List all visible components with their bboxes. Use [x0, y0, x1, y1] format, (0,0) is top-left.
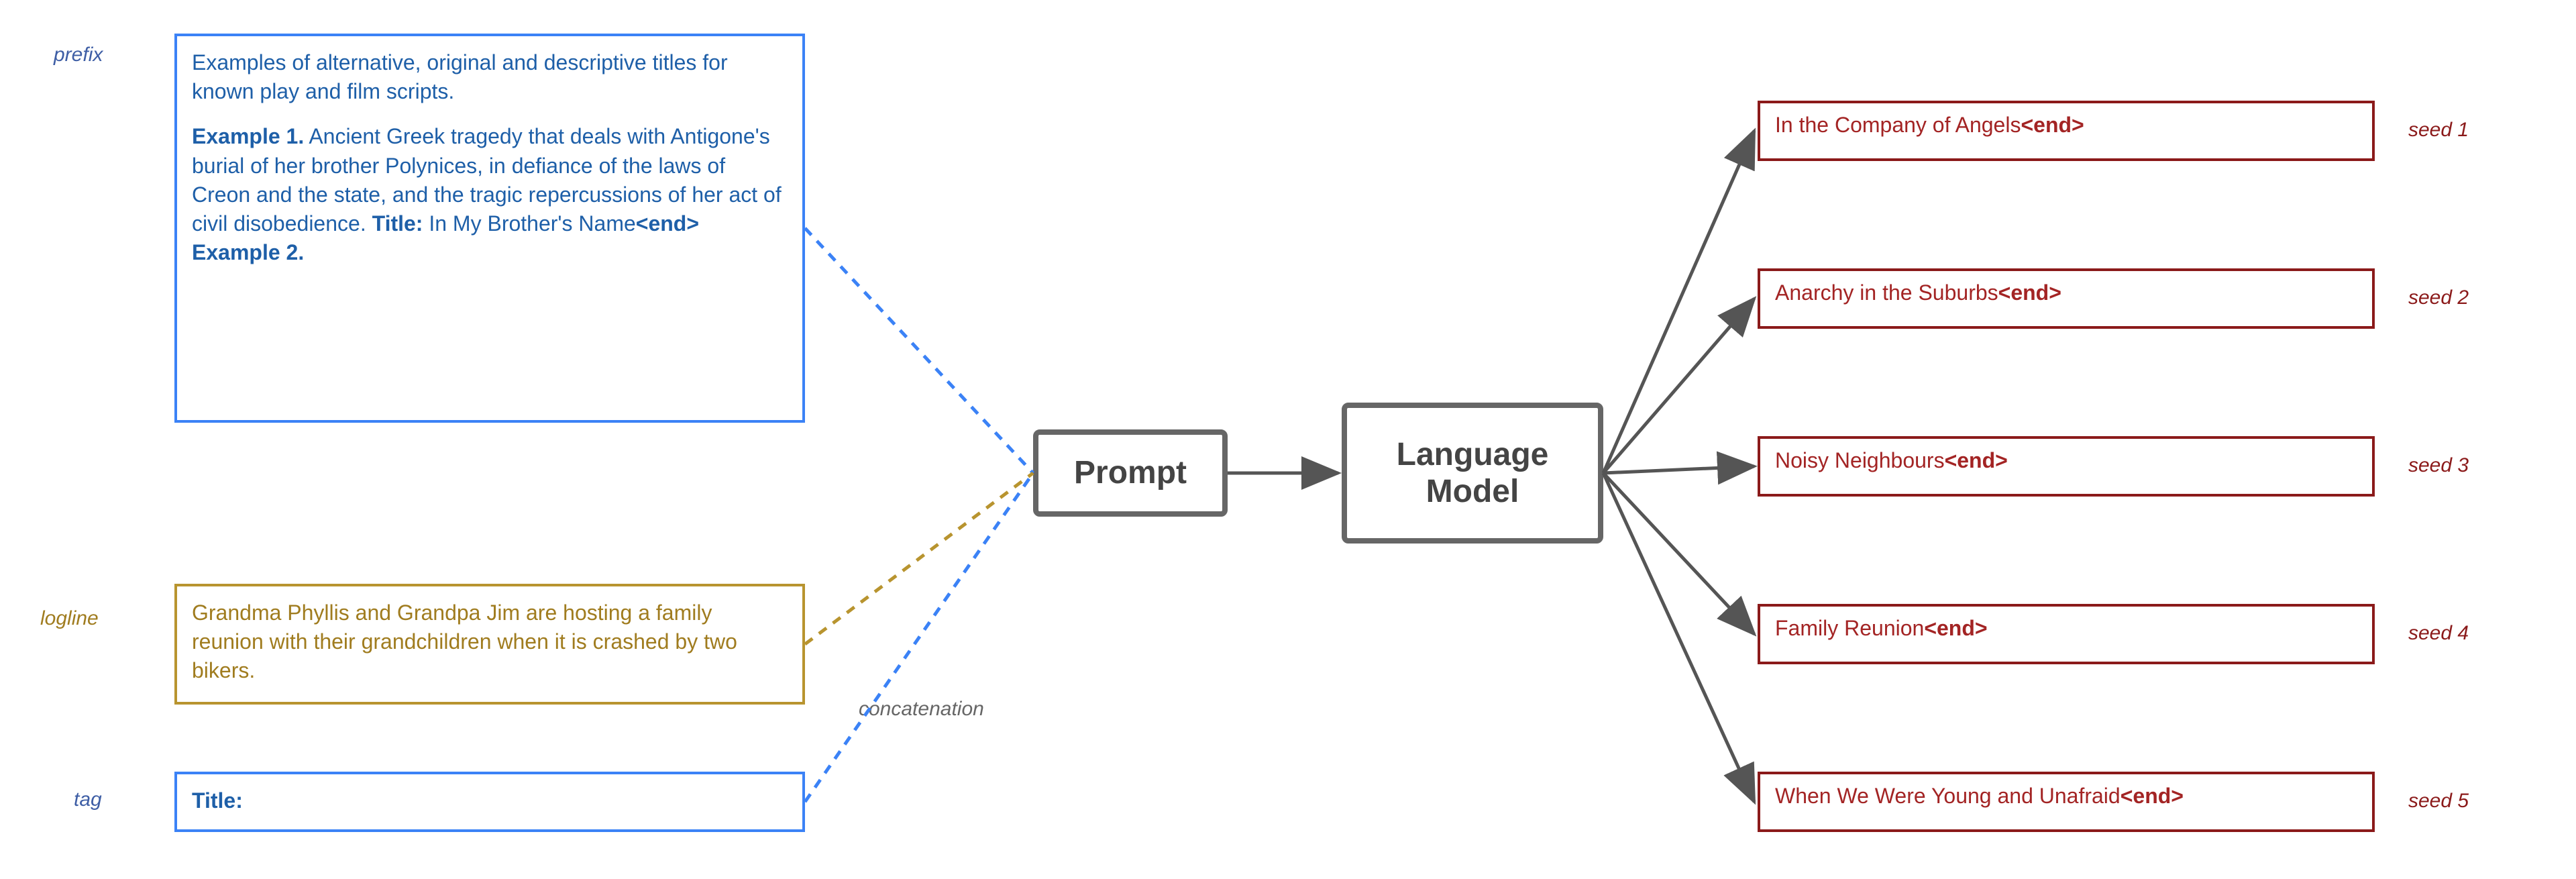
logline-label: logline	[40, 607, 99, 630]
output-box-2: Anarchy in the Suburbs<end>	[1758, 268, 2375, 329]
seed-label-1: seed 1	[2408, 119, 2469, 142]
output-box-4: Family Reunion<end>	[1758, 604, 2375, 664]
concatenation-label: concatenation	[859, 698, 984, 721]
prefix-label: prefix	[54, 44, 103, 66]
output-box-5: When We Were Young and Unafraid<end>	[1758, 772, 2375, 832]
output-box-1: In the Company of Angels<end>	[1758, 101, 2375, 161]
seed-label-2: seed 2	[2408, 287, 2469, 309]
language-model-node: Language Model	[1342, 403, 1603, 544]
prefix-box: Examples of alternative, original and de…	[174, 34, 805, 423]
seed-label-5: seed 5	[2408, 790, 2469, 813]
tag-box: Title:	[174, 772, 805, 832]
seed-label-3: seed 3	[2408, 454, 2469, 477]
prompt-node: Prompt	[1033, 429, 1228, 517]
prefix-intro: Examples of alternative, original and de…	[192, 48, 788, 106]
prefix-example1: Example 1. Ancient Greek tragedy that de…	[192, 122, 788, 238]
seed-label-4: seed 4	[2408, 622, 2469, 645]
tag-label: tag	[74, 788, 102, 811]
prefix-example2: Example 2.	[192, 238, 788, 267]
logline-box: Grandma Phyllis and Grandpa Jim are host…	[174, 584, 805, 705]
output-box-3: Noisy Neighbours<end>	[1758, 436, 2375, 497]
